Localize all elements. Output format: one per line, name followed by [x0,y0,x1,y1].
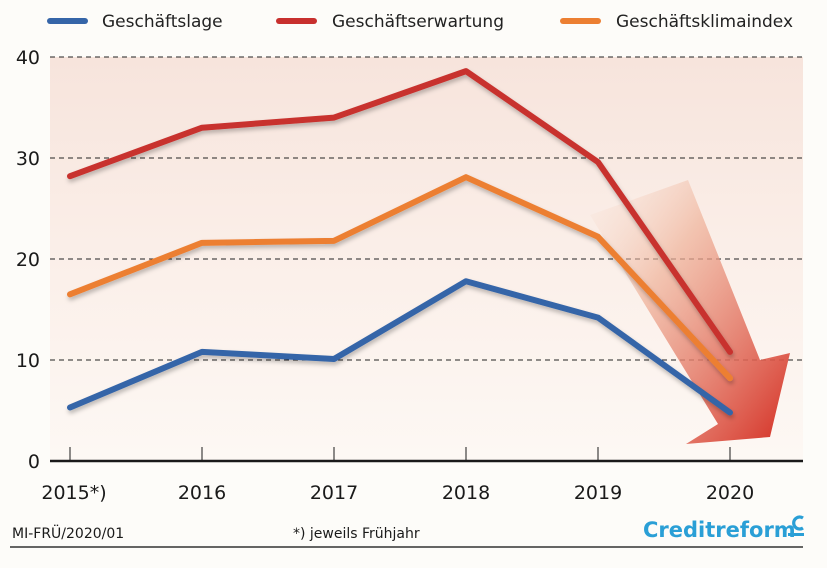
legend-label-geschaeftserwartung: Geschäftserwartung [332,12,504,32]
x-tick-label: 2015*) [41,482,106,504]
footer: MI-FRÜ/2020/01 *) jeweils Frühjahr Credi… [10,515,804,548]
series-group [67,68,733,416]
series-line-geschaeftsklimaindex [67,174,733,382]
legend-label-geschaeftslage: Geschäftslage [102,12,223,32]
y-tick-label: 10 [16,350,40,372]
footnote: *) jeweils Frühjahr [293,526,420,542]
axes: 0 10 20 30 40 2015*) 2016 2017 2018 2019 2020 [16,47,803,504]
series-line-geschaeftserwartung [67,68,733,355]
series-line-geschaeftslage [67,278,733,416]
x-tick-label: 2019 [574,482,622,504]
source-code: MI-FRÜ/2020/01 [12,524,124,542]
y-tick-label: 40 [16,47,40,69]
y-tick-label: 30 [16,148,40,170]
x-tick-label: 2017 [310,482,358,504]
x-tick-label: 2020 [706,482,754,504]
y-tick-label: 0 [28,451,40,473]
brand-logo-icon [788,515,804,536]
x-tick-label: 2016 [178,482,226,504]
legend: Geschäftslage Geschäftserwartung Geschäfts… [47,12,793,32]
x-tick-label: 2018 [442,482,490,504]
legend-label-geschaeftsklimaindex: Geschäftsklimaindex [616,12,793,32]
brand-logo-text: Creditreform [643,518,796,542]
trend-arrow [590,180,790,444]
y-tick-label: 20 [16,249,40,271]
